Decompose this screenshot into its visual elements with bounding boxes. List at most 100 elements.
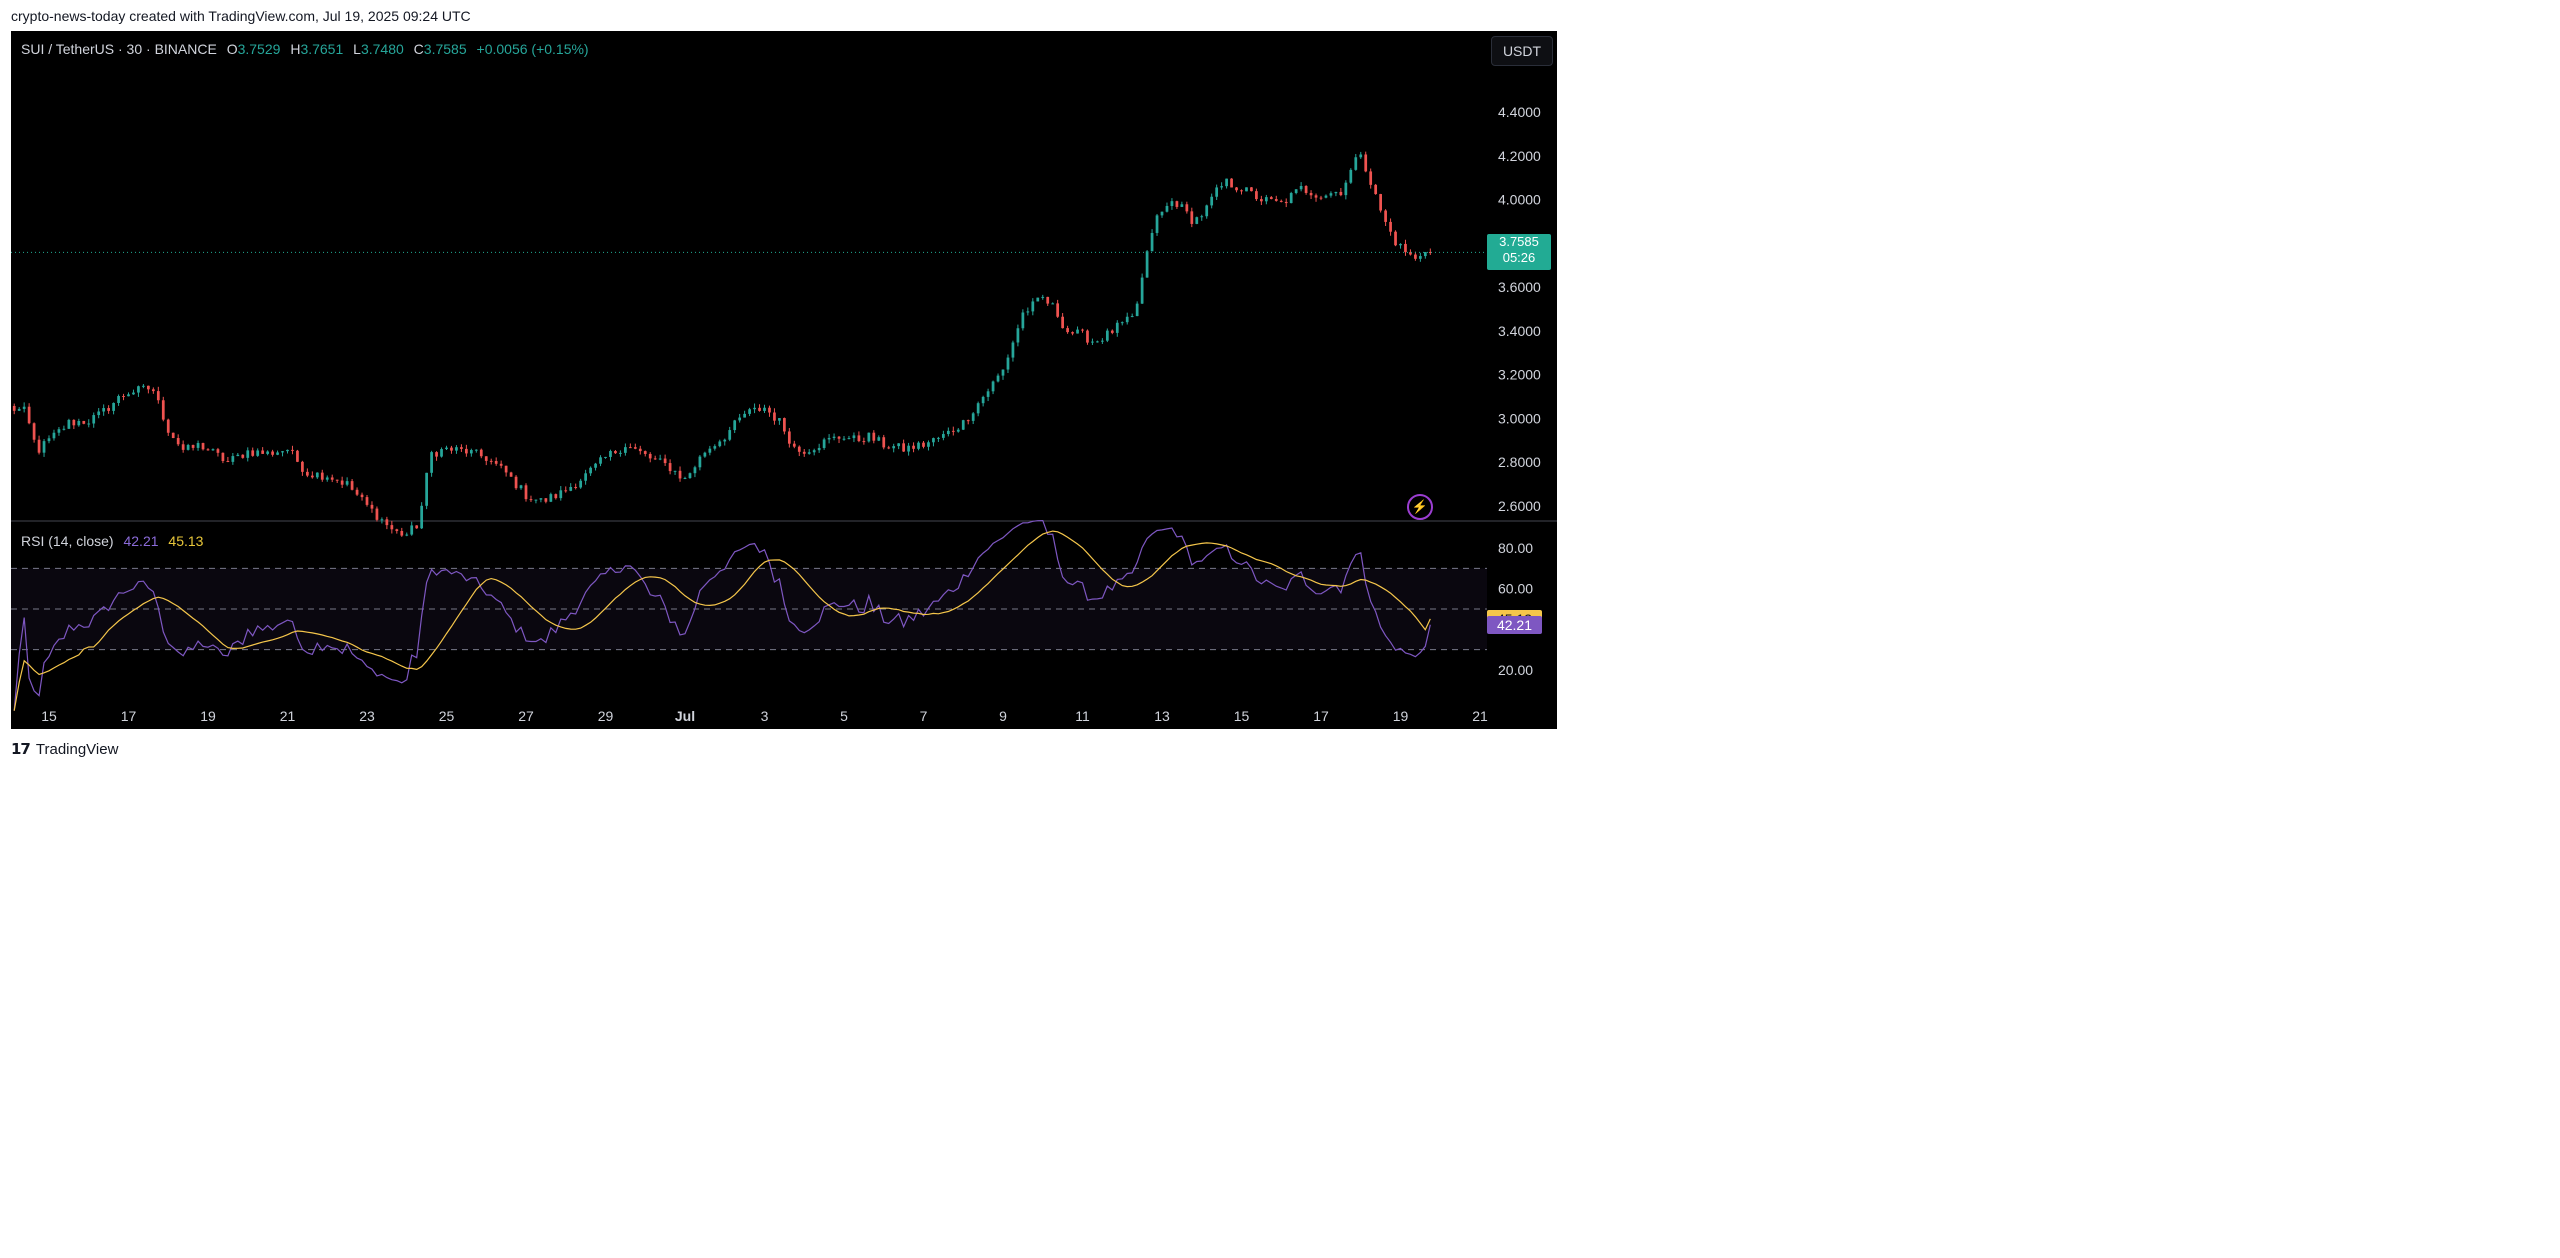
candle-body	[1006, 357, 1010, 370]
candle-body	[107, 408, 110, 411]
candle-body	[375, 508, 379, 520]
candle-body	[1294, 189, 1298, 194]
candle-body	[445, 447, 448, 450]
candle-body	[907, 445, 910, 452]
candle-body	[653, 458, 657, 460]
time-tick-label: 11	[1075, 708, 1090, 724]
candle-body	[1245, 187, 1248, 192]
symbol-label[interactable]: SUI / TetherUS · 30 · BINANCE	[21, 41, 217, 57]
price-tick-label: 4.0000	[1498, 192, 1541, 208]
candle-body	[946, 430, 950, 435]
candle-body	[1299, 186, 1303, 190]
candle-body	[137, 386, 140, 393]
time-tick-label: 25	[439, 708, 455, 724]
candle-body	[1304, 186, 1308, 193]
candle-body	[32, 423, 36, 440]
rsi-label[interactable]: RSI (14, close)	[21, 533, 114, 549]
candle-body	[390, 525, 394, 530]
currency-button[interactable]: USDT	[1491, 36, 1553, 66]
candle-body	[186, 444, 190, 450]
candle-body	[991, 381, 995, 392]
candle-body	[797, 446, 801, 452]
candle-body	[72, 419, 76, 426]
candle-body	[1409, 252, 1412, 255]
candle-body	[882, 437, 886, 448]
candle-body	[161, 400, 165, 420]
candle-body	[484, 456, 488, 461]
candle-body	[340, 480, 344, 485]
chart-canvas[interactable]: 4.40004.20004.00003.80003.60003.40003.20…	[11, 31, 1557, 729]
time-tick-label: 21	[1472, 708, 1488, 724]
candle-body	[191, 444, 195, 448]
candle-body	[1130, 316, 1134, 318]
candle-body	[489, 460, 493, 462]
candle-body	[1374, 184, 1378, 195]
candle-body	[683, 477, 687, 479]
candle-body	[783, 418, 786, 432]
candle-body	[628, 447, 632, 449]
candle-body	[787, 431, 791, 444]
candle-body	[425, 472, 428, 506]
candle-body	[1210, 196, 1214, 206]
candle-body	[17, 408, 21, 411]
candle-body	[37, 439, 41, 453]
candle-body	[1041, 296, 1045, 298]
candle-body	[42, 441, 46, 453]
candle-body	[206, 449, 210, 451]
candle-body	[912, 445, 915, 449]
candle-body	[1165, 205, 1169, 212]
candle-body	[758, 407, 761, 411]
time-tick-label: 5	[840, 708, 848, 724]
candle-body	[544, 498, 548, 502]
candle-body	[1289, 193, 1293, 204]
lightning-icon[interactable]: ⚡	[1407, 494, 1433, 520]
candle-body	[1036, 297, 1040, 302]
candle-body	[599, 457, 602, 464]
candle-body	[1250, 187, 1253, 192]
candle-body	[231, 456, 235, 462]
chart-panel[interactable]: 4.40004.20004.00003.80003.60003.40003.20…	[11, 31, 1557, 729]
rsi-tick-label: 60.00	[1498, 581, 1533, 597]
time-tick-label: 21	[280, 708, 296, 724]
candle-body	[1026, 311, 1030, 313]
candle-body	[1354, 157, 1358, 170]
candle-body	[827, 437, 831, 440]
candle-body	[1120, 322, 1124, 324]
time-tick-label: 15	[1234, 708, 1250, 724]
candle-body	[1274, 199, 1278, 201]
time-tick-label: 29	[598, 708, 614, 724]
candle-body	[117, 396, 120, 403]
candle-body	[291, 449, 294, 451]
candle-body	[976, 403, 980, 414]
candle-body	[564, 490, 568, 492]
candle-body	[663, 458, 667, 464]
time-tick-label: Jul	[675, 708, 695, 724]
candle-body	[97, 411, 101, 416]
candle-body	[251, 450, 255, 456]
candle-body	[1235, 187, 1238, 191]
candle-body	[455, 447, 458, 451]
candle-body	[440, 449, 443, 457]
candle-body	[529, 499, 533, 501]
open-value: 3.7529	[237, 41, 281, 57]
candle-body	[1105, 330, 1109, 341]
candle-body	[1150, 232, 1154, 252]
rsi-band-fill	[11, 568, 1487, 650]
candle-body	[465, 448, 468, 454]
low-value: 3.7480	[360, 41, 404, 57]
candle-body	[1091, 341, 1094, 343]
high-value: 3.7651	[300, 41, 344, 57]
price-tick-label: 3.2000	[1498, 367, 1541, 383]
footer-brand[interactable]: 𝟭𝟳 TradingView	[11, 740, 118, 759]
rsi-line	[13, 519, 1431, 711]
candle-body	[579, 480, 583, 488]
candle-body	[1195, 217, 1199, 224]
candle-body	[723, 439, 727, 442]
candle-body	[166, 419, 170, 433]
candle-body	[504, 465, 508, 473]
candle-body	[1185, 204, 1189, 212]
time-tick-label: 17	[1313, 708, 1329, 724]
candle-body	[350, 481, 354, 490]
candle-body	[624, 447, 627, 453]
candle-body	[241, 454, 245, 458]
